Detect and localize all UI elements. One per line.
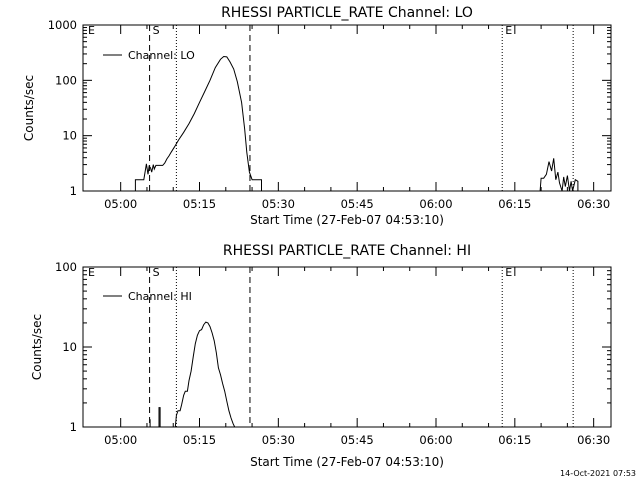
lo-channel-plot: RHESSI PARTICLE_RATE Channel: LO Start T… xyxy=(22,5,612,227)
x-tick-label: 06:15 xyxy=(498,197,531,211)
y-tick-label: 10 xyxy=(62,340,77,354)
y-tick-label: 1 xyxy=(70,184,77,198)
plot-frame xyxy=(82,24,612,192)
y-tick-label: 1000 xyxy=(48,18,77,32)
x-tick-label: 06:30 xyxy=(577,197,610,211)
x-tick-label: 05:30 xyxy=(262,197,295,211)
time-marker-label: E xyxy=(88,24,95,37)
y-tick-label: 10 xyxy=(62,129,77,143)
x-tick-label: 06:15 xyxy=(498,433,531,447)
x-tick-label: 05:45 xyxy=(341,433,374,447)
series-line xyxy=(539,158,579,192)
y-tick-label: 1 xyxy=(70,420,77,434)
y-tick-label: 100 xyxy=(55,73,77,87)
time-marker-label: E xyxy=(505,24,512,37)
y-axis-label: Counts/sec xyxy=(30,314,44,380)
plot-title: RHESSI PARTICLE_RATE Channel: HI xyxy=(223,243,471,259)
timestamp: 14-Oct-2021 07:53 xyxy=(560,469,636,478)
x-tick-label: 05:30 xyxy=(262,433,295,447)
y-tick-label: 100 xyxy=(55,260,77,274)
x-tick-label: 05:00 xyxy=(104,433,137,447)
x-axis-label: Start Time (27-Feb-07 04:53:10) xyxy=(250,455,444,469)
plot-title: RHESSI PARTICLE_RATE Channel: LO xyxy=(221,5,473,21)
legend-label: Channel: LO xyxy=(128,49,195,62)
x-tick-label: 05:45 xyxy=(341,197,374,211)
x-tick-label: 06:00 xyxy=(419,197,452,211)
time-marker-label: E xyxy=(88,266,95,279)
x-tick-label: 05:15 xyxy=(183,197,216,211)
time-marker-label: E xyxy=(505,266,512,279)
x-axis-label: Start Time (27-Feb-07 04:53:10) xyxy=(250,213,444,227)
legend-label: Channel: HI xyxy=(128,290,192,303)
series-line xyxy=(134,55,262,191)
time-marker-label: S xyxy=(153,266,160,279)
x-tick-label: 05:15 xyxy=(183,433,216,447)
x-tick-label: 06:00 xyxy=(419,433,452,447)
y-axis-label: Counts/sec xyxy=(22,75,36,141)
series-line xyxy=(158,407,161,427)
series-line xyxy=(174,321,236,428)
time-marker-label: S xyxy=(153,24,160,37)
x-tick-label: 06:30 xyxy=(577,433,610,447)
hi-channel-plot: RHESSI PARTICLE_RATE Channel: HI Start T… xyxy=(30,243,612,469)
x-tick-label: 05:00 xyxy=(104,197,137,211)
